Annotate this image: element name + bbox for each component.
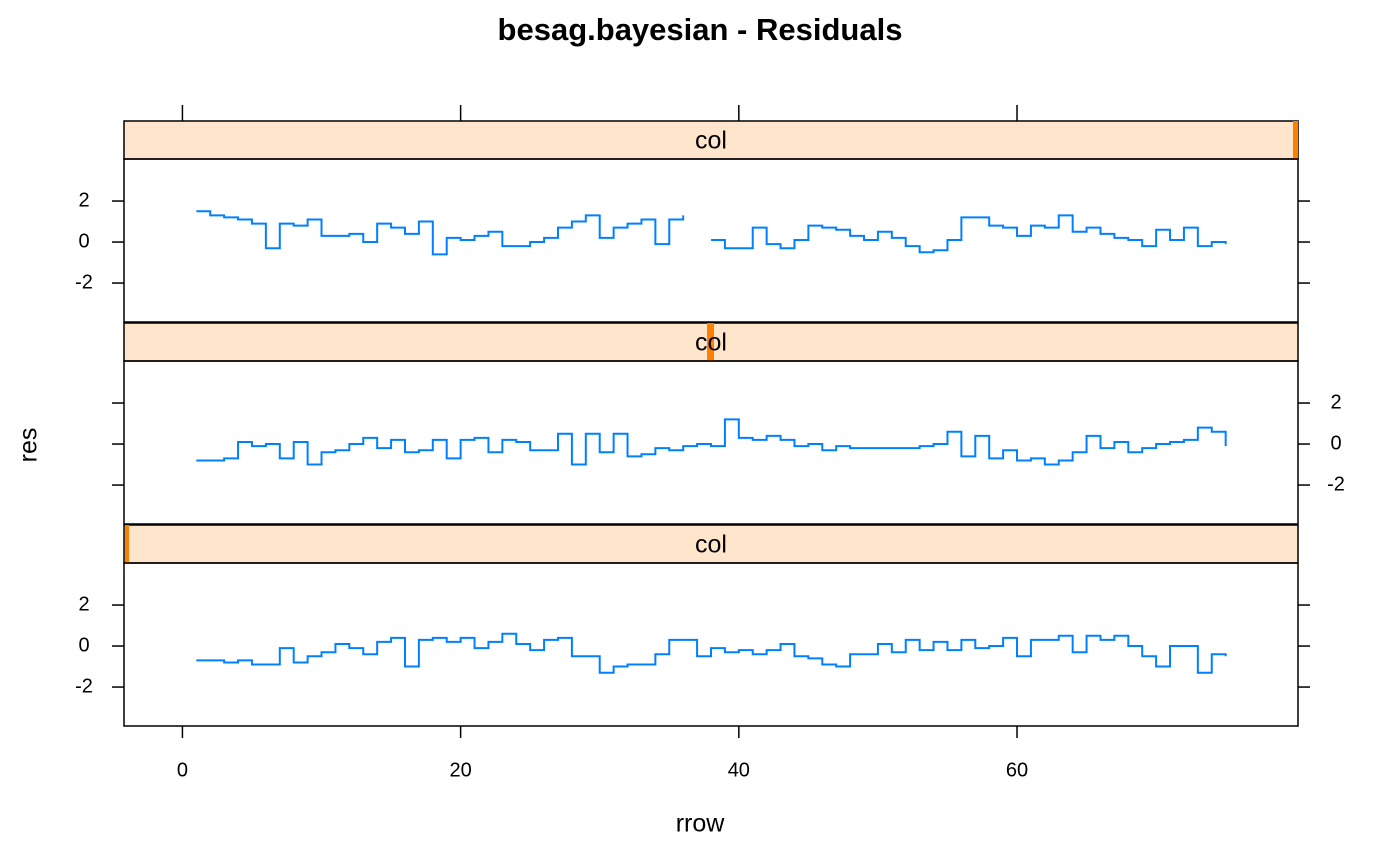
x-tick-label: 60 [1006,759,1028,781]
y-axis-label: res [15,428,43,463]
x-tick-label: 0 [177,759,188,781]
y-tick-label: 0 [78,230,89,252]
strip-label: col [695,127,727,155]
strip-label: col [695,531,727,559]
y-tick-label: 2 [1330,391,1341,413]
strip [123,120,1299,160]
y-tick-label: -2 [1327,473,1345,495]
y-tick-label: 2 [78,189,89,211]
y-tick-label: 0 [78,634,89,656]
x-axis-label: rrow [676,810,726,838]
step-line [711,214,1227,254]
chart-title: besag.bayesian - Residuals [498,12,903,47]
strip [123,524,1299,564]
panel [123,360,1299,525]
y-tick-label: 0 [1330,432,1341,454]
step-line [196,632,1227,674]
x-tick-label: 20 [449,759,471,781]
y-tick-label: 2 [78,593,89,615]
x-tick-label: 40 [728,759,750,781]
step-line [196,418,1227,466]
strip-indicator [707,323,714,361]
strip-indicator [125,525,129,563]
strip-indicator [1293,121,1298,159]
panel [123,158,1299,323]
y-tick-label: -2 [75,271,93,293]
strip-label: col [695,329,727,357]
step-line [196,210,685,256]
panel [123,562,1299,727]
y-tick-label: -2 [75,675,93,697]
